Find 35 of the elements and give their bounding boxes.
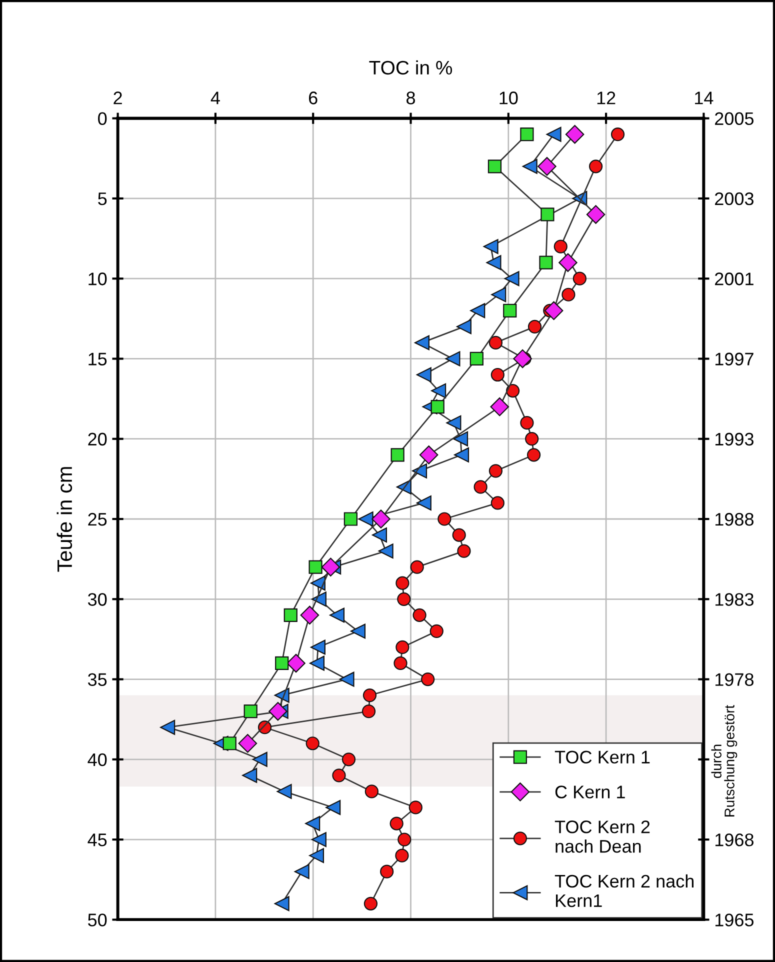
y-tick-label: 50 (88, 914, 107, 926)
category-label: 2001 (715, 272, 754, 286)
y-tick-label: 40 (88, 753, 107, 766)
y-tick-label: 45 (88, 834, 107, 846)
category-label: 1965 (715, 914, 754, 926)
y-tick-label: 30 (88, 593, 107, 606)
x-tick-label: 8 (406, 92, 415, 104)
y-tick-label: 20 (88, 432, 107, 446)
category-label: 1993 (715, 432, 754, 446)
category-label: 1988 (715, 512, 754, 526)
x-tick-label: 4 (210, 92, 220, 104)
x-tick-label: 12 (597, 92, 616, 104)
y-tick-label: 10 (88, 272, 107, 286)
y-tick-label: 15 (88, 352, 107, 366)
legend-label: TOC Kern 2 nach Kern1 (554, 874, 694, 908)
category-label: 2003 (715, 192, 754, 206)
category-label: 1983 (715, 593, 754, 606)
legend-label: TOC Kern 1 (554, 750, 650, 764)
x-axis-title: TOC in % (369, 60, 452, 75)
y-tick-label: 25 (88, 512, 107, 526)
band-label: durch Rutschung gestört (711, 705, 738, 816)
category-label: 2005 (715, 112, 754, 126)
legend-label: TOC Kern 2 nach Dean (554, 820, 650, 853)
x-tick-label: 10 (500, 92, 518, 104)
category-label: 1978 (715, 673, 754, 686)
x-tick-label: 6 (308, 92, 318, 104)
x-tick-label: 14 (695, 92, 714, 104)
y-axis-title: Teufe in cm (56, 467, 72, 572)
y-tick-label: 0 (98, 112, 107, 126)
legend-label: C Kern 1 (555, 786, 625, 798)
category-label: 1997 (715, 352, 754, 366)
x-tick-label: 2 (114, 92, 122, 104)
y-tick-label: 5 (98, 192, 107, 206)
y-tick-label: 35 (88, 673, 107, 686)
category-label: 1968 (715, 833, 754, 846)
